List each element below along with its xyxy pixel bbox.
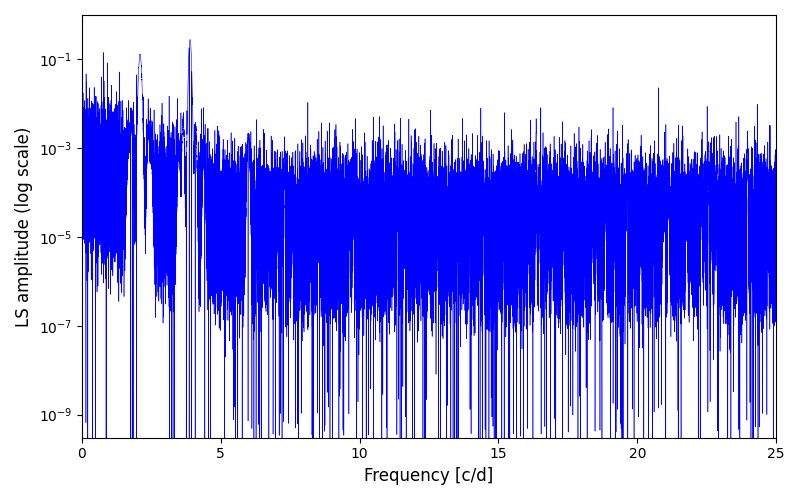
Y-axis label: LS amplitude (log scale): LS amplitude (log scale) [15, 126, 33, 326]
X-axis label: Frequency [c/d]: Frequency [c/d] [364, 467, 494, 485]
